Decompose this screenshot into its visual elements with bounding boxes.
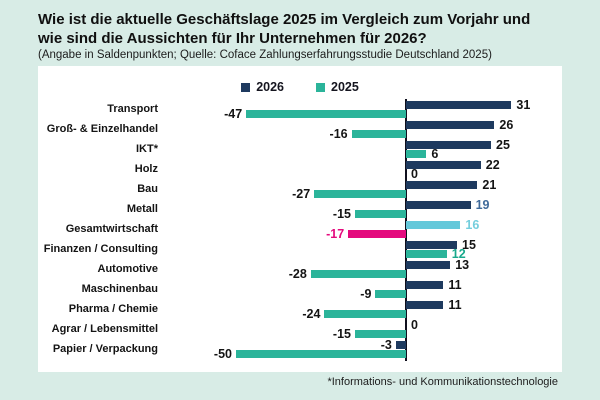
value-label-2025: -16 [329, 126, 348, 141]
value-label-2025: -24 [302, 306, 321, 321]
bar-2026 [406, 181, 478, 189]
bar-2025 [355, 329, 406, 338]
bar-2026 [406, 221, 461, 229]
value-label-2025: -47 [224, 106, 243, 121]
bar-2026 [406, 101, 512, 109]
bar-2026 [406, 301, 444, 309]
plot-area: Transport 31 -47 Groß- & Einzelhandel 26 -16 I… [38, 66, 562, 372]
chart-title: Wie ist die aktuelle Geschäftslage 2025 … [38, 10, 578, 48]
chart-subtitle: (Angabe in Saldenpunkten; Quelle: Coface… [38, 49, 492, 61]
value-label-2026: 11 [448, 298, 462, 312]
bar-2025 [348, 229, 406, 238]
bar-2025 [324, 309, 406, 318]
value-label-2026: 21 [482, 178, 497, 192]
bar-2025 [310, 269, 406, 278]
category-label: Metall [126, 203, 158, 215]
bar-2025 [246, 109, 406, 118]
value-label-2026: 13 [455, 258, 470, 272]
bar-2025 [236, 349, 406, 358]
value-label-2025: -15 [332, 206, 351, 221]
category-label: IKT* [136, 143, 158, 155]
value-label-2026: -3 [380, 338, 392, 352]
bar-2026 [406, 161, 481, 169]
bar-2025 [355, 209, 406, 218]
value-label-2026: 16 [465, 218, 480, 232]
category-label: Transport [107, 103, 158, 115]
chart-title-line2: wie sind die Aussichten für Ihr Unterneh… [38, 30, 427, 47]
category-label: Agrar / Lebensmittel [51, 323, 158, 335]
bar-2025 [406, 249, 447, 258]
bar-2025 [406, 149, 427, 158]
footnote: *Informations- und Kommunikationstechnol… [327, 376, 558, 388]
category-label: Gesamtwirtschaft [65, 223, 158, 235]
value-label-2026: 19 [475, 198, 490, 212]
chart-legend: 2026 2025 [38, 80, 562, 94]
value-label-2026: 15 [462, 238, 476, 252]
bar-2025 [351, 129, 406, 138]
category-label: Bau [137, 183, 158, 195]
value-label-2025: -15 [332, 326, 351, 341]
value-label-2026: 25 [496, 138, 510, 152]
category-label: Automotive [97, 263, 159, 275]
legend-entry-2025: 2025 [316, 80, 359, 94]
legend-entry-2026: 2026 [241, 80, 284, 94]
value-label-2025: -9 [360, 286, 372, 301]
value-label-2025: -27 [292, 186, 311, 201]
category-label: Finanzen / Consulting [43, 243, 158, 255]
category-label: Groß- & Einzelhandel [46, 123, 158, 135]
value-label-2025: 12 [451, 246, 466, 261]
zero-axis-line [405, 99, 407, 361]
value-label-2025: 6 [431, 146, 439, 161]
legend-label: 2026 [256, 80, 284, 94]
bar-2026 [406, 201, 471, 209]
bar-2025 [314, 189, 406, 198]
value-label-2026: 26 [499, 118, 514, 132]
category-label: Holz [134, 163, 158, 175]
bar-2026 [406, 261, 451, 269]
legend-label: 2025 [331, 80, 359, 94]
value-label-2025: -17 [326, 226, 345, 241]
value-label-2026: 22 [485, 158, 500, 172]
value-label-2026: 31 [516, 98, 531, 112]
bar-2026 [406, 121, 495, 129]
category-label: Maschinenbau [81, 283, 158, 295]
value-label-2026: 11 [448, 278, 462, 292]
value-label-2025: -50 [213, 346, 232, 361]
legend-swatch-2026 [241, 82, 251, 92]
category-label: Pharma / Chemie [68, 303, 158, 315]
bar-2026 [406, 241, 457, 249]
bar-2026 [406, 281, 444, 289]
bar-2026 [395, 341, 406, 349]
value-label-2025: -28 [288, 266, 307, 281]
chart-title-line1: Wie ist die aktuelle Geschäftslage 2025 … [38, 11, 531, 28]
bar-2025 [375, 289, 406, 298]
value-label-2026: 0 [411, 318, 418, 332]
legend-swatch-2025 [316, 82, 325, 92]
category-label: Papier / Verpackung [52, 343, 158, 355]
value-label-2025: 0 [411, 166, 418, 181]
chart-panel: 2026 2025 Transport 31 -47 Groß- & Einzelhan… [38, 66, 562, 372]
bar-2026 [406, 141, 491, 149]
